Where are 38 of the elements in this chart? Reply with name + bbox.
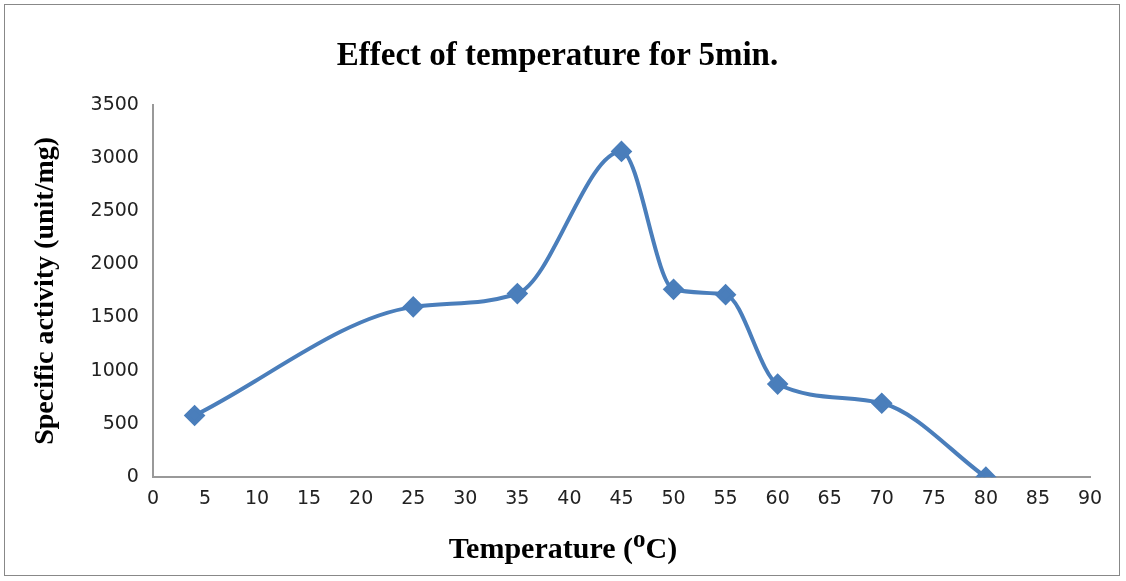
point [767, 374, 788, 395]
y-tick-label: 1500 [90, 304, 139, 327]
x-tick-label: 75 [921, 485, 946, 508]
x-tick-label: 55 [713, 485, 738, 508]
x-tick-label: 50 [661, 485, 686, 508]
x-tick-label: 20 [349, 485, 374, 508]
x-tick-label: 40 [557, 485, 582, 508]
x-tick-label: 15 [297, 485, 322, 508]
point [871, 393, 892, 414]
point [663, 279, 684, 300]
x-tick-label: 90 [1077, 485, 1103, 508]
x-tick-label: 65 [817, 485, 842, 508]
x-axis-title: Temperature ($^{o}$C) [447, 525, 679, 565]
x-tick-label: 80 [973, 485, 998, 508]
x-tick-label: 30 [453, 485, 478, 508]
x-tick-label: 10 [244, 485, 270, 508]
y-tick-label: 1000 [90, 357, 139, 380]
x-tick-label: 45 [609, 485, 634, 508]
point [507, 283, 528, 304]
y-tick-label: 500 [102, 410, 139, 433]
point [403, 296, 424, 317]
point [715, 284, 736, 305]
x-tick-label: 85 [1025, 485, 1051, 508]
y-tick-label: 3500 [90, 91, 139, 114]
y-tick-label: 3000 [90, 144, 139, 167]
point [611, 141, 632, 162]
x-tick-label: 0 [146, 485, 159, 508]
chart-title: Effect of temperature for 5min. [336, 36, 779, 73]
x-tick-label: 35 [505, 485, 530, 508]
x-tick-label: 70 [869, 485, 894, 508]
x-tick-label: 25 [401, 485, 426, 508]
y-tick-label: 2500 [90, 197, 139, 220]
x-tick-label: 60 [765, 485, 790, 508]
y-tick-label: 0 [126, 464, 139, 487]
point [184, 405, 205, 426]
y-tick-label: 2000 [90, 251, 139, 274]
x-tick-label: 5 [198, 485, 212, 508]
y-axis-title: Specific activity (unit/mg) [28, 136, 60, 445]
